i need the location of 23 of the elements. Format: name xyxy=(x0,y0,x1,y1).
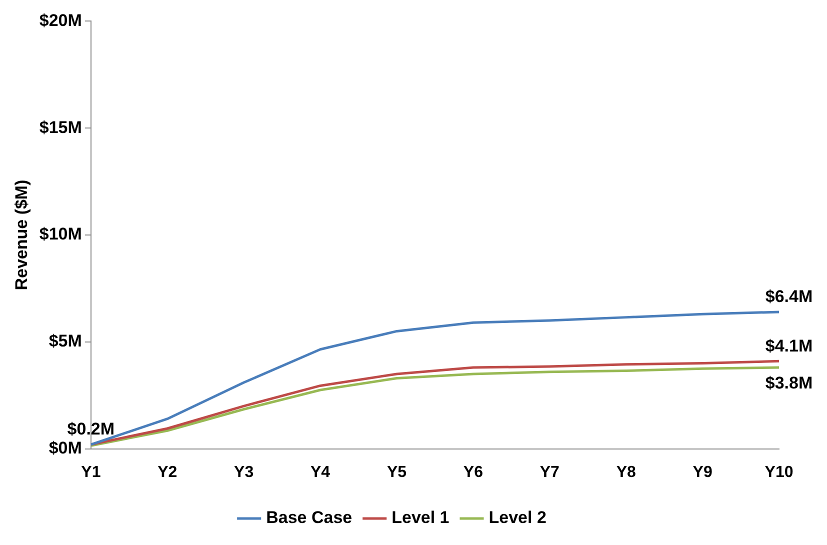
x-tick-label: Y2 xyxy=(158,464,178,481)
x-tick-label: Y10 xyxy=(764,464,794,481)
data-label: $4.1M xyxy=(765,336,813,356)
x-tick-label: Y4 xyxy=(310,464,330,481)
y-tick-label: $10M xyxy=(39,224,82,244)
x-tick-label: Y1 xyxy=(81,464,101,481)
legend-label: Base Case xyxy=(266,508,352,528)
data-label: $3.8M xyxy=(765,374,813,393)
y-tick-label: $5M xyxy=(48,332,82,351)
y-axis-title: Revenue ($M) xyxy=(12,180,31,290)
legend-label: Level 2 xyxy=(488,508,546,528)
x-tick-label: Y9 xyxy=(692,464,712,481)
x-tick-label: Y8 xyxy=(616,464,636,481)
data-label: $0.2M xyxy=(67,420,115,439)
y-tick-label: $15M xyxy=(39,118,82,137)
data-label: $6.4M xyxy=(765,287,813,306)
legend-label: Level 1 xyxy=(392,508,450,528)
y-tick-label: $0M xyxy=(48,438,82,458)
x-tick-label: Y5 xyxy=(386,464,407,481)
x-tick-label: Y7 xyxy=(540,464,560,481)
y-tick-label: $20M xyxy=(39,10,82,30)
x-tick-label: Y3 xyxy=(234,464,254,481)
x-tick-label: Y6 xyxy=(463,464,484,481)
